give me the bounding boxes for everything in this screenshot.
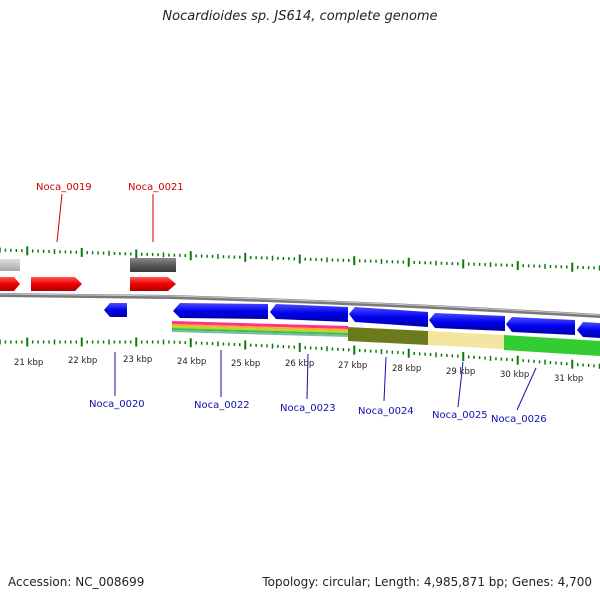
kbp-label: 26 kbp	[285, 359, 314, 369]
feature-dark-grey	[130, 258, 176, 272]
gene-arrow-blue	[349, 307, 428, 327]
gene-label-bottom[interactable]: Noca_0026	[491, 414, 547, 425]
gene-arrow-blue	[270, 304, 348, 322]
accession-text: Accession: NC_008699	[8, 575, 145, 589]
gene-arrow-red	[130, 277, 176, 291]
kbp-label: 21 kbp	[14, 358, 43, 368]
gene-label-top[interactable]: Noca_0019	[36, 182, 92, 193]
kbp-label: 23 kbp	[123, 355, 152, 365]
gene-arrow-red	[0, 277, 20, 291]
gene-arrow-blue	[506, 317, 575, 335]
genome-title: Nocardioides sp. JS614, complete genome	[162, 9, 438, 24]
kbp-label: 31 kbp	[554, 374, 583, 384]
gene-arrow-blue	[104, 303, 127, 317]
gene-label-bottom[interactable]: Noca_0025	[432, 410, 488, 421]
label-leader-line	[383, 356, 387, 402]
feature-band-orange	[172, 324, 348, 331]
feature-band-olive	[348, 327, 428, 345]
gene-arrow-blue	[577, 322, 600, 338]
gene-label-bottom[interactable]: Noca_0023	[280, 403, 336, 414]
feature-band-teal	[172, 330, 348, 337]
gene-label-bottom[interactable]: Noca_0022	[194, 400, 250, 411]
gene-arrow-blue	[173, 303, 268, 319]
kbp-label: 28 kbp	[392, 364, 421, 374]
feature-band-pink	[172, 321, 348, 329]
gene-label-top[interactable]: Noca_0021	[128, 182, 184, 193]
bottom-scale-ticks	[0, 337, 600, 369]
label-leader-line	[457, 361, 464, 408]
gene-label-bottom[interactable]: Noca_0024	[358, 406, 414, 417]
label-leader-line	[306, 353, 309, 400]
feature-band-bright-green	[504, 335, 600, 356]
feature-band-green	[172, 328, 348, 335]
kbp-label: 25 kbp	[231, 359, 260, 369]
feature-band-lime	[172, 326, 348, 333]
gene-label-bottom[interactable]: Noca_0020	[89, 399, 145, 410]
genome-stats-text: Topology: circular; Length: 4,985,871 bp…	[262, 575, 592, 589]
gene-arrow-red	[31, 277, 82, 291]
top-scale-ticks	[0, 246, 600, 272]
label-leader-line	[516, 367, 537, 411]
feature-light-grey	[0, 259, 20, 271]
feature-band-cream	[428, 331, 504, 349]
kbp-label: 30 kbp	[500, 370, 529, 380]
genome-backbone-highlight	[0, 293, 600, 316]
kbp-label: 22 kbp	[68, 356, 97, 366]
kbp-label: 24 kbp	[177, 357, 206, 367]
kbp-label: 29 kbp	[446, 367, 475, 377]
genome-backbone	[0, 293, 600, 318]
label-leader-line	[56, 193, 63, 243]
kbp-label: 27 kbp	[338, 361, 367, 371]
gene-arrow-blue	[429, 313, 505, 331]
